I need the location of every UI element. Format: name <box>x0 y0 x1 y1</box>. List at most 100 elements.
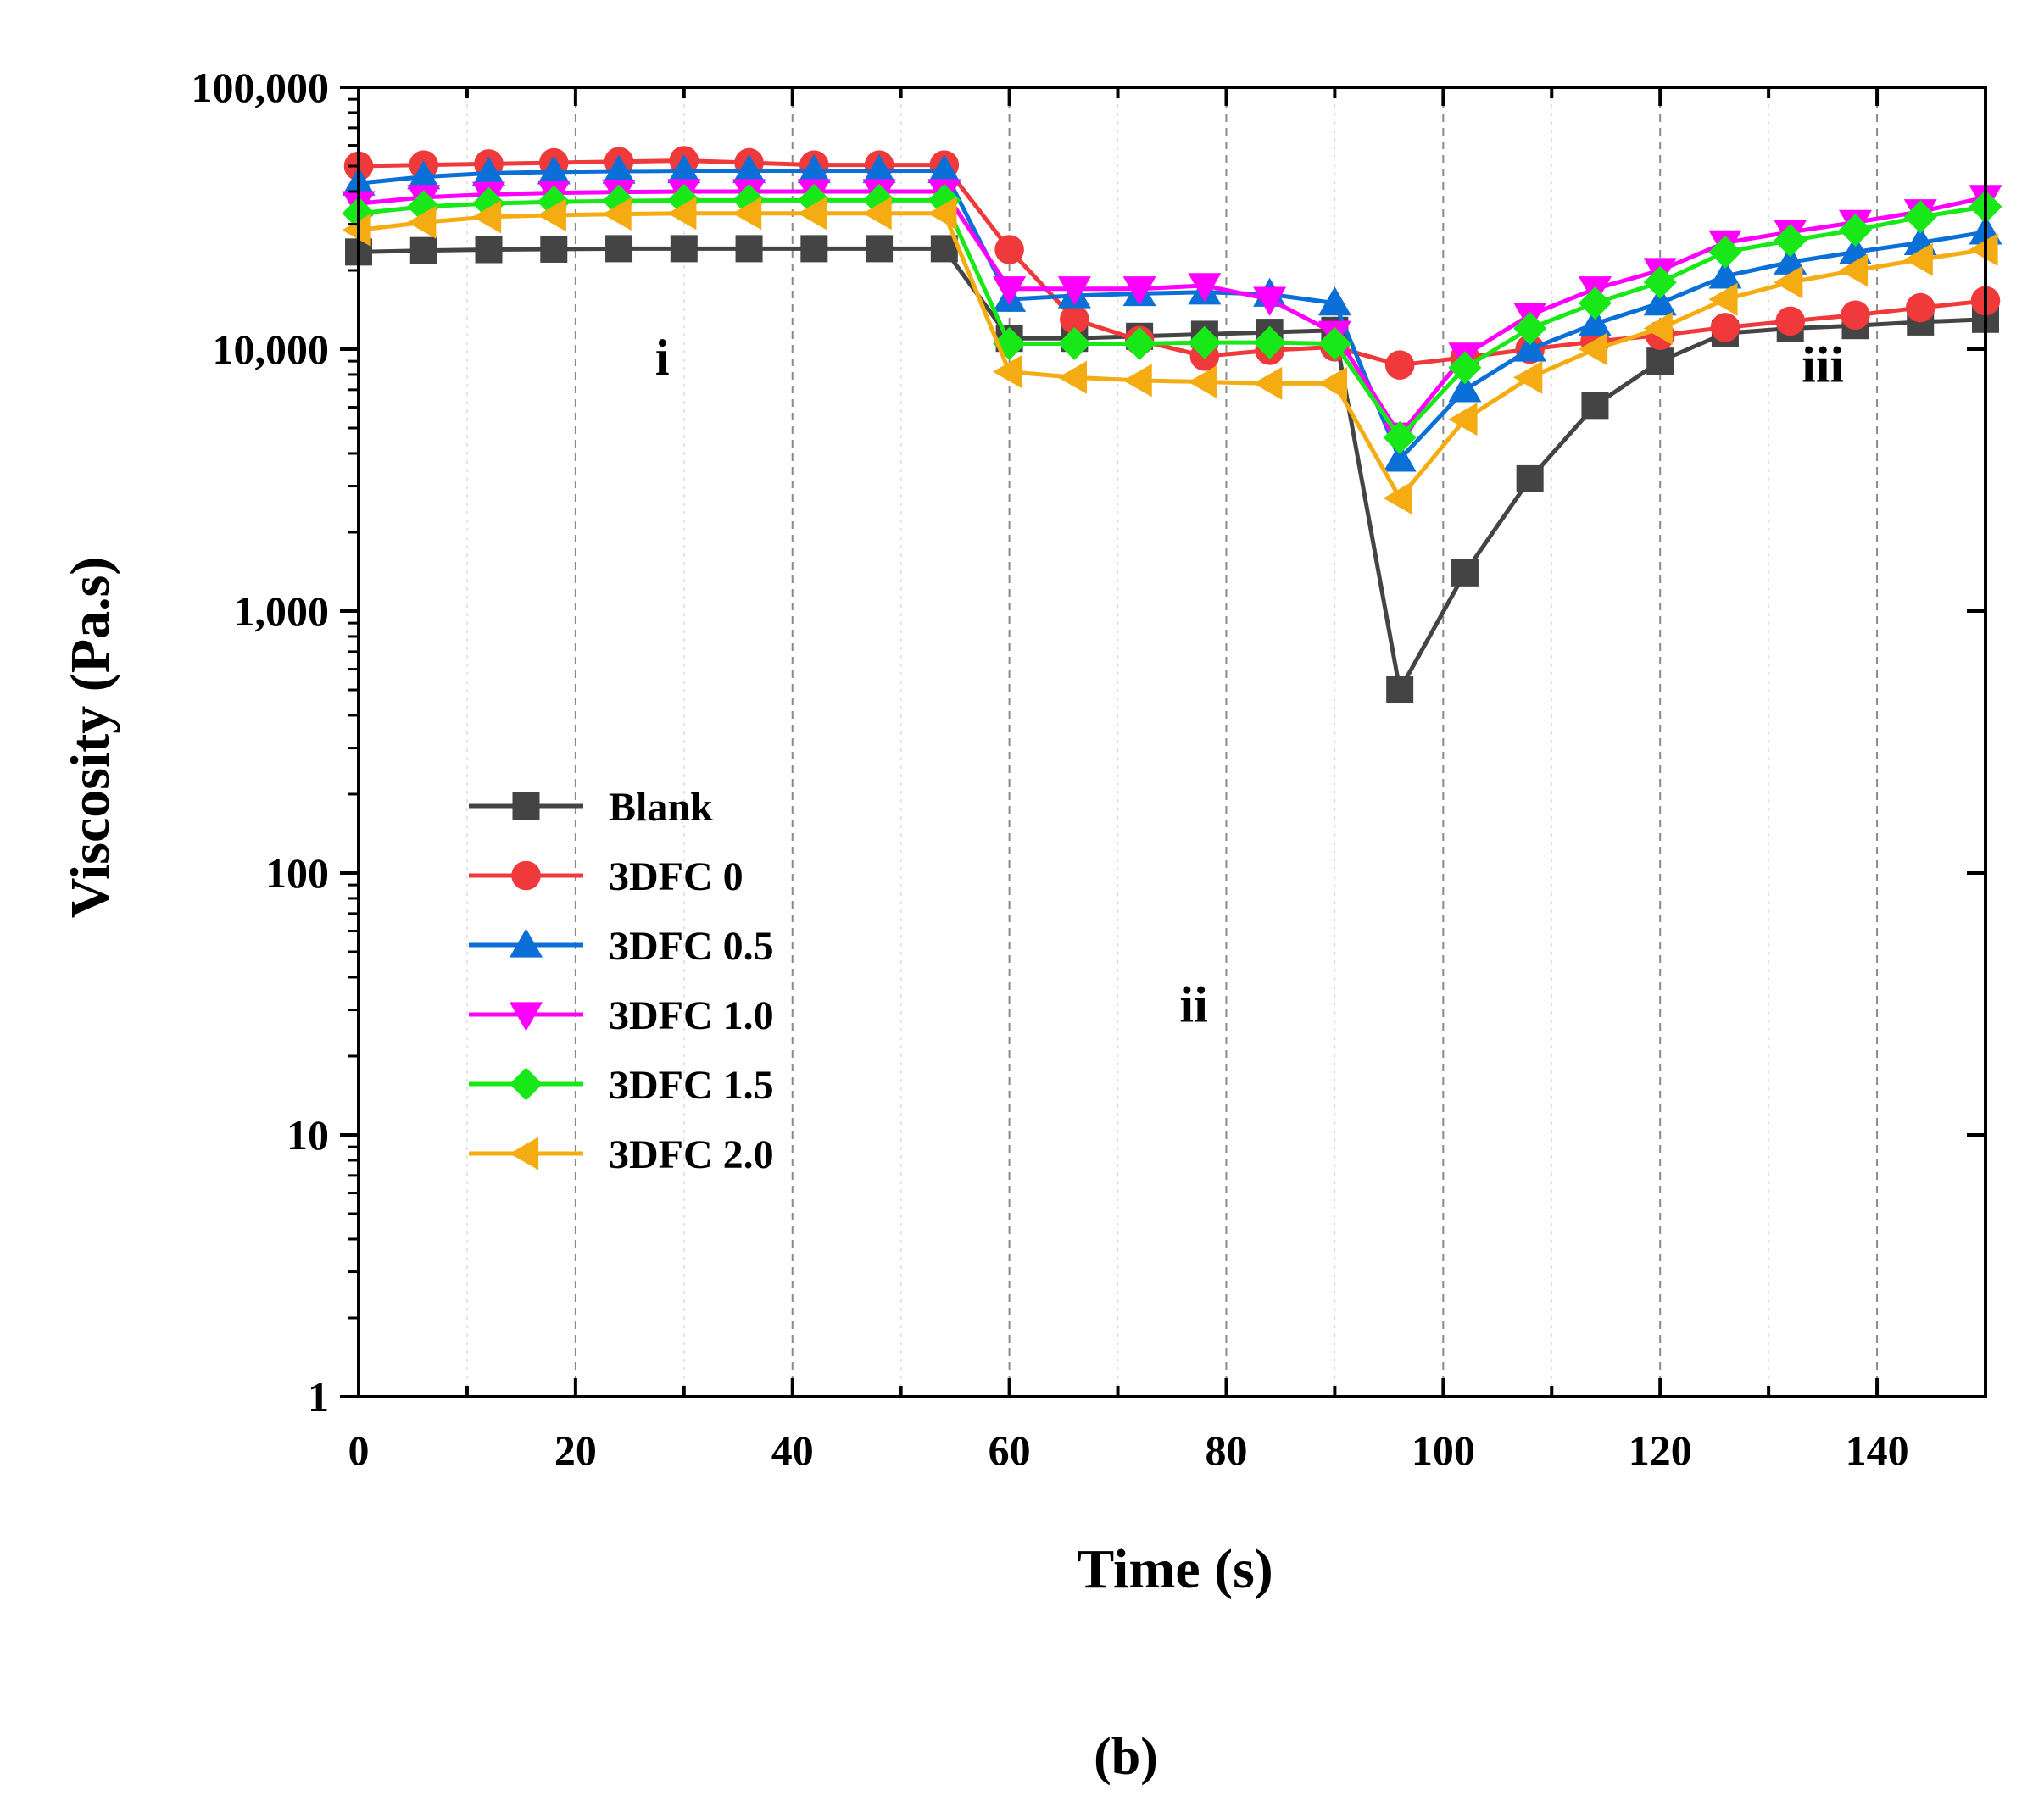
legend-marker <box>509 1067 543 1101</box>
legend-entry: Blank <box>469 785 713 830</box>
data-point <box>732 197 762 231</box>
data-point <box>735 235 763 263</box>
legend-entry: 3DFC 1.0 <box>469 993 774 1038</box>
data-point <box>1188 325 1222 359</box>
legend-entry: 3DFC 0 <box>469 854 744 899</box>
series-line <box>358 211 1986 501</box>
data-point <box>1774 265 1803 299</box>
data-point <box>1317 326 1351 360</box>
series-line <box>358 197 1986 440</box>
data-point <box>797 197 827 231</box>
legend-label: 3DFC 0.5 <box>609 924 774 969</box>
data-point <box>1060 304 1089 335</box>
x-tick-label: 120 <box>1629 1426 1692 1474</box>
region-label: i <box>655 330 670 386</box>
x-tick-label: 80 <box>1205 1426 1247 1474</box>
data-point <box>1905 292 1935 323</box>
legend-marker <box>509 928 543 958</box>
data-point <box>1643 265 1677 299</box>
data-point <box>1448 351 1482 385</box>
y-tick-label: 10,000 <box>213 325 330 373</box>
x-tick-label: 20 <box>554 1426 597 1474</box>
data-point <box>1578 286 1612 320</box>
legend-label: 3DFC 2.0 <box>609 1132 774 1177</box>
y-tick-label: 1 <box>308 1373 329 1420</box>
data-point <box>670 235 698 263</box>
region-label: iii <box>1802 337 1844 393</box>
y-axis: 1 10 100 1,000 10,000 100,000 <box>192 64 1986 1420</box>
data-point <box>1581 392 1609 420</box>
data-point <box>732 153 766 184</box>
x-tick-label: 40 <box>771 1426 814 1474</box>
data-point <box>407 160 441 190</box>
data-point <box>1838 213 1872 247</box>
data-point <box>1317 286 1351 316</box>
data-point <box>1448 403 1478 436</box>
data-point <box>342 213 371 247</box>
data-point <box>797 153 831 184</box>
data-point <box>540 235 568 263</box>
x-axis: 0 20 40 60 80 100 120 140 <box>348 87 1987 1474</box>
data-point <box>1253 366 1283 400</box>
data-point <box>667 153 701 184</box>
data-point <box>1383 481 1412 515</box>
data-point <box>1708 282 1738 316</box>
data-point <box>475 236 503 264</box>
data-point <box>1122 364 1152 398</box>
data-point <box>993 355 1022 389</box>
y-tick-label: 1,000 <box>234 587 330 635</box>
data-point <box>862 153 896 184</box>
data-point <box>537 198 566 232</box>
data-point <box>1057 360 1087 394</box>
data-point <box>1708 235 1742 269</box>
y-tick-label: 10 <box>287 1111 329 1159</box>
legend-marker <box>509 1137 539 1170</box>
legend-entry: 3DFC 1.5 <box>469 1063 774 1108</box>
region-label: ii <box>1179 977 1207 1033</box>
x-tick-label: 0 <box>348 1426 370 1474</box>
data-point <box>1643 312 1673 346</box>
data-point <box>1386 676 1414 704</box>
data-point <box>866 235 894 263</box>
y-tick-label: 100,000 <box>192 64 330 111</box>
data-point <box>1841 300 1870 331</box>
data-point <box>1710 313 1740 342</box>
data-point <box>1253 325 1287 359</box>
data-point <box>1384 350 1415 380</box>
legend-marker <box>512 792 540 820</box>
y-tick-label: 100 <box>265 849 329 897</box>
data-point <box>602 154 636 184</box>
data-point <box>1513 312 1547 346</box>
legend-label: 3DFC 0 <box>609 854 744 899</box>
data-point <box>472 156 506 186</box>
data-point <box>862 197 892 231</box>
legend-label: Blank <box>609 785 713 830</box>
series-3dfc-2-0 <box>342 197 1998 515</box>
y-axis-title: Viscosity (Pa.s) <box>59 557 121 919</box>
data-point <box>1188 273 1222 303</box>
data-point <box>1643 286 1677 316</box>
data-point <box>1969 232 1998 267</box>
data-point <box>1383 442 1417 472</box>
data-point <box>537 155 571 185</box>
data-point <box>1383 420 1417 454</box>
data-point <box>605 235 633 263</box>
series-3dfc-1-5 <box>342 183 2002 454</box>
data-point <box>800 235 828 263</box>
legend-entry: 3DFC 2.0 <box>469 1132 774 1177</box>
series-line <box>358 189 1986 437</box>
data-point <box>1903 242 1933 276</box>
legend-marker <box>509 1002 543 1031</box>
data-point <box>1451 559 1479 587</box>
data-point <box>927 197 957 231</box>
data-point <box>1578 332 1608 366</box>
data-point <box>1903 200 1937 234</box>
figure-caption: (b) <box>1094 1728 1158 1786</box>
x-tick-label: 60 <box>989 1426 1031 1474</box>
legend: Blank 3DFC 0 3DFC 0.5 3DFC 1.0 3DFC 1.5 3DFC … <box>469 785 774 1177</box>
series-blank <box>345 235 1999 704</box>
data-point <box>927 153 961 184</box>
series-line <box>358 246 1986 692</box>
data-point <box>994 235 1024 264</box>
